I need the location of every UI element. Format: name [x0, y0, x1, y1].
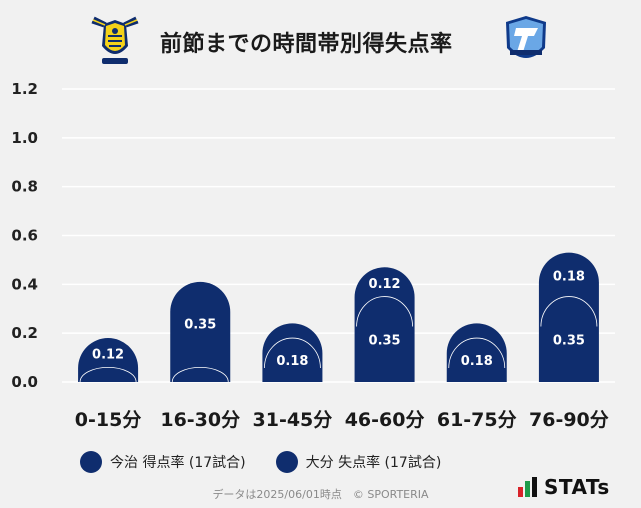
legend-swatch-away	[275, 451, 298, 473]
data-label-away: 0.18	[461, 354, 493, 369]
legend-item-away: 大分 失点率 (17試合)	[275, 451, 442, 473]
bar-5	[446, 323, 507, 382]
y-tick-label: 0.2	[11, 324, 38, 342]
footer-note: データは2025/06/01時点 © SPORTERIA	[212, 488, 429, 501]
legend-item-home: 今治 得点率 (17試合)	[80, 451, 246, 473]
x-axis-ticks: 0-15分 16-30分 31-45分 46-60分 61-75分 76-90分	[75, 409, 609, 431]
y-tick-label: 0.0	[11, 373, 38, 391]
bar-4	[354, 267, 415, 382]
imabari-emblem-icon	[91, 16, 139, 64]
chart-header: 前節までの時間帯別得失点率	[0, 14, 641, 70]
data-label-away: 0.35	[553, 333, 585, 348]
grid-lines	[62, 88, 615, 383]
x-tick-label: 31-45分	[253, 409, 333, 431]
bars	[78, 252, 599, 383]
bar-segment-divider	[264, 337, 321, 369]
legend-swatch-home	[80, 451, 102, 473]
legend-label-home: 今治 得点率 (17試合)	[110, 455, 246, 471]
y-tick-label: 0.6	[11, 227, 38, 245]
stats-bars-icon	[518, 477, 537, 497]
data-label-home: 0.12	[92, 348, 124, 363]
data-label-home: 0.12	[369, 277, 401, 292]
data-label-home: 0.35	[184, 318, 216, 333]
stats-logo: STATs	[518, 475, 610, 499]
x-tick-label: 61-75分	[437, 409, 517, 431]
x-tick-label: 16-30分	[160, 409, 240, 431]
legend-label-away: 大分 失点率 (17試合)	[305, 455, 442, 471]
bar-segment-divider	[171, 366, 229, 383]
bar-2	[170, 281, 231, 382]
data-label-away: 0.18	[276, 354, 308, 369]
bar-6	[538, 252, 599, 382]
y-tick-label: 0.4	[11, 275, 38, 293]
bar-segment-divider	[540, 296, 598, 327]
y-axis-ticks: 0.0 0.2 0.4 0.6 0.8 1.0 1.2	[11, 80, 38, 391]
data-labels: 0.12 0.35 0.18 0.12 0.35 0.18 0.18 0.35	[92, 270, 585, 369]
x-tick-label: 0-15分	[75, 409, 142, 431]
x-tick-label: 76-90分	[529, 409, 609, 431]
data-label-home: 0.18	[553, 270, 585, 285]
bar-segment-divider	[79, 366, 137, 383]
bar-segment-divider	[356, 296, 413, 327]
bar-3	[262, 323, 323, 382]
y-tick-label: 1.0	[11, 129, 38, 147]
stats-brand: STATs	[544, 475, 610, 499]
legend: 今治 得点率 (17試合) 大分 失点率 (17試合)	[80, 449, 471, 475]
y-tick-label: 0.8	[11, 178, 38, 196]
bar-segment-divider	[448, 337, 506, 369]
bar-1	[78, 338, 139, 382]
trinita-emblem-icon	[506, 16, 546, 58]
x-tick-label: 46-60分	[345, 409, 425, 431]
bar-chart: 0.00.20.40.60.81.01.2 0.120.350.180.120.…	[11, 80, 615, 431]
data-label-away: 0.35	[369, 333, 401, 348]
y-tick-label: 1.2	[11, 80, 38, 98]
chart-title: 前節までの時間帯別得失点率	[160, 32, 453, 57]
